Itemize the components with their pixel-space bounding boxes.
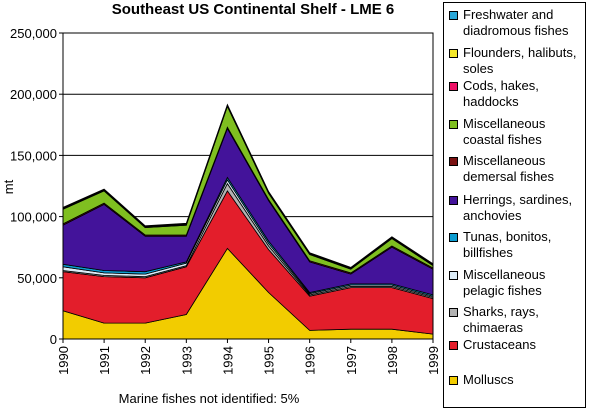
x-tick-label: 1995	[262, 346, 277, 375]
y-tick-label: 250,000	[10, 26, 57, 41]
legend-label: Herrings, sardines, anchovies	[463, 192, 573, 223]
legend-swatch	[449, 157, 458, 166]
legend-label: Sharks, rays, chimaeras	[463, 304, 539, 335]
x-tick-label: 1992	[138, 346, 153, 375]
legend: Freshwater and diadromous fishes Flounder…	[443, 2, 586, 408]
legend-label: Freshwater and diadromous fishes	[463, 7, 569, 38]
y-tick-label: 50,000	[17, 271, 57, 286]
x-tick-label: 1993	[179, 346, 194, 375]
legend-label: Molluscs	[463, 372, 514, 387]
x-axis-ticks: 1990 1991 1992 1993 1994 1995 1996 1997 1998 1999	[56, 339, 440, 375]
area-series	[62, 103, 434, 340]
legend-swatch	[449, 49, 458, 58]
x-tick-label: 1999	[426, 346, 440, 375]
legend-swatch	[449, 11, 458, 20]
x-tick-label: 1996	[303, 346, 318, 375]
y-axis-ticks: 0 50,000 100,000 150,000 200,000 250,000	[10, 26, 63, 347]
y-tick-label: 200,000	[10, 87, 57, 102]
legend-swatch	[449, 271, 458, 280]
legend-swatch	[449, 308, 458, 317]
legend-label: Tunas, bonitos, billfishes	[463, 229, 552, 260]
y-tick-label: 0	[50, 332, 57, 347]
x-tick-label: 1998	[385, 346, 400, 375]
legend-swatch	[449, 120, 458, 129]
x-tick-label: 1990	[56, 346, 71, 375]
legend-swatch	[449, 233, 458, 242]
y-tick-label: 150,000	[10, 148, 57, 163]
x-tick-label: 1994	[220, 346, 235, 375]
x-tick-label: 1991	[97, 346, 112, 375]
y-axis-label: mt	[1, 179, 16, 194]
x-tick-label: 1997	[344, 346, 359, 375]
plot-frame	[62, 32, 434, 340]
footnote: Marine fishes not identified: 5%	[119, 391, 300, 406]
legend-label: Crustaceans	[463, 337, 536, 352]
legend-swatch	[449, 196, 458, 205]
chart-title: Southeast US Continental Shelf - LME 6	[112, 1, 395, 18]
legend-swatch	[449, 82, 458, 91]
legend-label: Flounders, halibuts, soles	[463, 45, 577, 76]
legend-swatch	[449, 341, 458, 350]
stacked-area-chart: Southeast US Continental Shelf - LME 6 0…	[1, 1, 440, 406]
legend-swatch	[449, 376, 458, 385]
legend-label: Miscellaneous demersal fishes	[463, 153, 555, 184]
legend-label: Miscellaneous pelagic fishes	[463, 267, 546, 298]
legend-label: Miscellaneous coastal fishes	[463, 116, 546, 147]
legend-label: Cods, hakes, haddocks	[463, 78, 539, 109]
y-tick-label: 100,000	[10, 210, 57, 225]
